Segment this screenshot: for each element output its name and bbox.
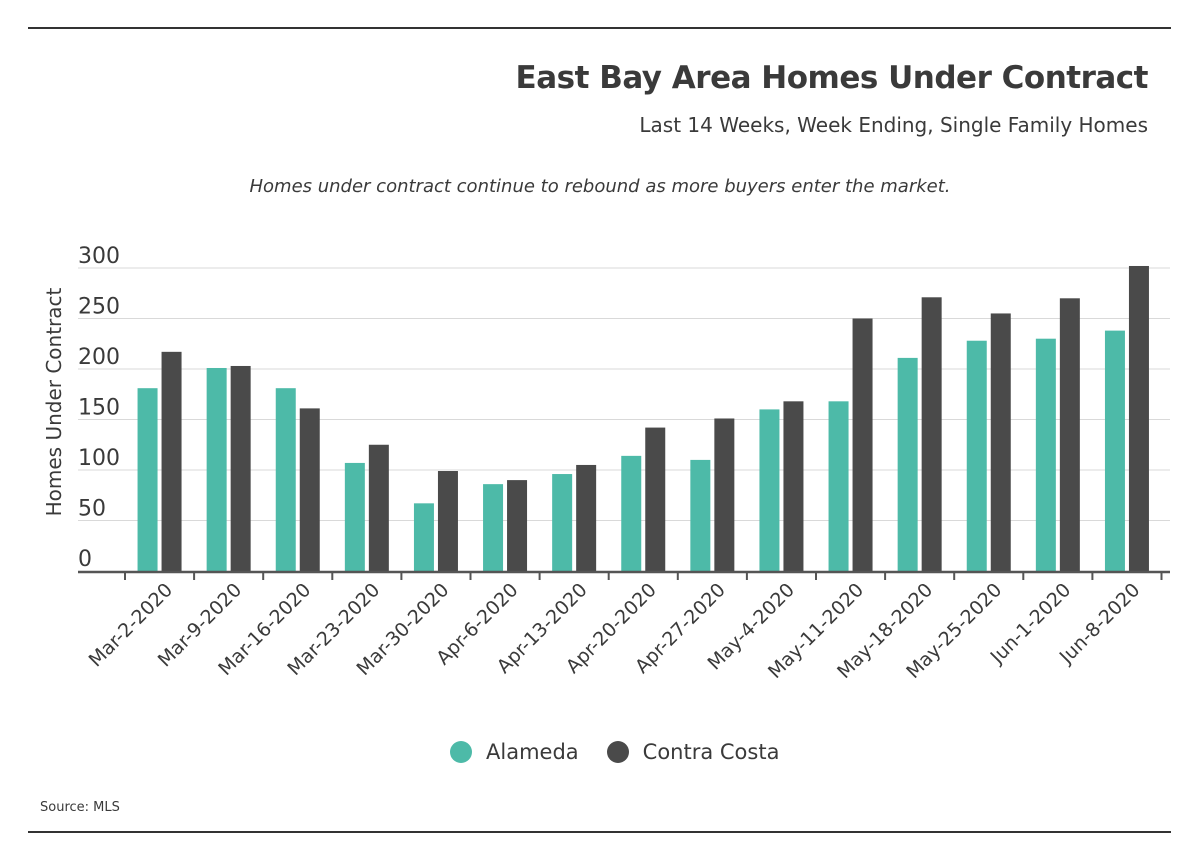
y-axis-title: Homes Under Contract <box>42 287 66 516</box>
legend-swatch-contra-costa <box>606 741 629 763</box>
legend: Alameda Contra Costa <box>450 740 807 764</box>
bar-contra-costa <box>714 418 735 571</box>
bar-alameda <box>759 409 780 571</box>
bar-contra-costa <box>645 427 666 571</box>
source-note: Source: MLS <box>40 800 120 815</box>
y-tick-label: 100 <box>78 446 120 471</box>
bar-contra-costa <box>299 408 320 571</box>
bar-alameda <box>344 462 365 571</box>
bar-contra-costa <box>507 480 528 571</box>
bar-contra-costa <box>852 318 873 571</box>
chart-title: East Bay Area Homes Under Contract <box>515 60 1149 96</box>
chart-caption: Homes under contract continue to rebound… <box>249 176 951 197</box>
bar-alameda <box>1035 338 1056 571</box>
bar-contra-costa <box>1059 298 1080 571</box>
bar-alameda <box>137 388 158 571</box>
y-tick-label: 300 <box>78 244 120 269</box>
bar-alameda <box>483 484 504 571</box>
bar-alameda <box>206 367 227 571</box>
bar-contra-costa <box>990 313 1011 571</box>
top-rule <box>28 27 1171 29</box>
bar-contra-costa <box>230 365 251 571</box>
y-tick-label: 0 <box>78 547 92 572</box>
bar-alameda <box>966 340 987 571</box>
y-tick-label: 50 <box>78 497 106 522</box>
bar-alameda <box>552 474 573 571</box>
bar-contra-costa <box>161 351 182 571</box>
bar-alameda <box>690 459 711 571</box>
legend-label-alameda: Alameda <box>486 740 579 764</box>
y-tick-label: 200 <box>78 345 120 370</box>
bar-contra-costa <box>1128 265 1149 571</box>
chart-subtitle: Last 14 Weeks, Week Ending, Single Famil… <box>639 113 1148 137</box>
bar-alameda <box>828 401 849 571</box>
legend-item-alameda: Alameda <box>450 740 579 764</box>
legend-swatch-alameda <box>450 741 472 763</box>
bar-contra-costa <box>783 401 804 571</box>
bar-alameda <box>275 388 296 571</box>
bar-alameda <box>621 455 642 571</box>
bar-alameda <box>413 503 434 571</box>
bar-contra-costa <box>368 444 389 571</box>
bar-contra-costa <box>576 464 597 571</box>
bar-alameda <box>897 357 918 571</box>
bar-contra-costa <box>437 471 458 571</box>
bottom-rule <box>28 831 1171 833</box>
y-tick-label: 250 <box>78 295 120 320</box>
bar-alameda <box>1104 330 1125 571</box>
legend-label-contra-costa: Contra Costa <box>642 740 780 764</box>
y-tick-label: 150 <box>78 396 120 421</box>
legend-item-contra-costa: Contra Costa <box>606 740 780 764</box>
bar-contra-costa <box>921 297 942 571</box>
